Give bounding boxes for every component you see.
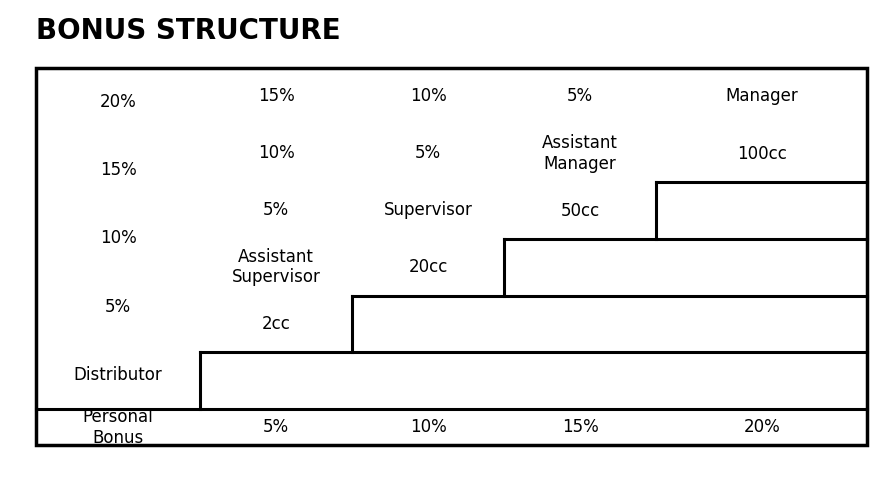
Text: 20cc: 20cc [409, 258, 448, 276]
Text: 10%: 10% [409, 87, 447, 105]
Text: 5%: 5% [567, 87, 594, 106]
Text: 20%: 20% [743, 418, 780, 436]
Text: BONUS STRUCTURE: BONUS STRUCTURE [36, 17, 341, 45]
Text: 5%: 5% [263, 201, 290, 219]
Text: Manager: Manager [725, 88, 798, 106]
Text: Supervisor: Supervisor [384, 201, 473, 219]
Text: Distributor: Distributor [73, 366, 163, 384]
Text: 2cc: 2cc [262, 315, 291, 333]
Text: Assistant
Supervisor: Assistant Supervisor [232, 248, 321, 287]
Text: 15%: 15% [257, 87, 295, 105]
Text: 10%: 10% [99, 229, 137, 247]
Text: 15%: 15% [99, 161, 137, 179]
Text: 15%: 15% [561, 418, 599, 436]
Text: 10%: 10% [257, 144, 295, 162]
Text: Personal
Bonus: Personal Bonus [82, 408, 154, 447]
Text: 20%: 20% [99, 93, 137, 111]
Bar [36, 68, 867, 445]
Text: 5%: 5% [263, 418, 290, 436]
Text: 5%: 5% [415, 144, 442, 162]
Text: 50cc: 50cc [561, 201, 600, 220]
Text: 10%: 10% [409, 418, 447, 436]
Text: 5%: 5% [105, 298, 131, 316]
Text: 100cc: 100cc [737, 145, 787, 163]
Text: Assistant
Manager: Assistant Manager [543, 134, 618, 173]
